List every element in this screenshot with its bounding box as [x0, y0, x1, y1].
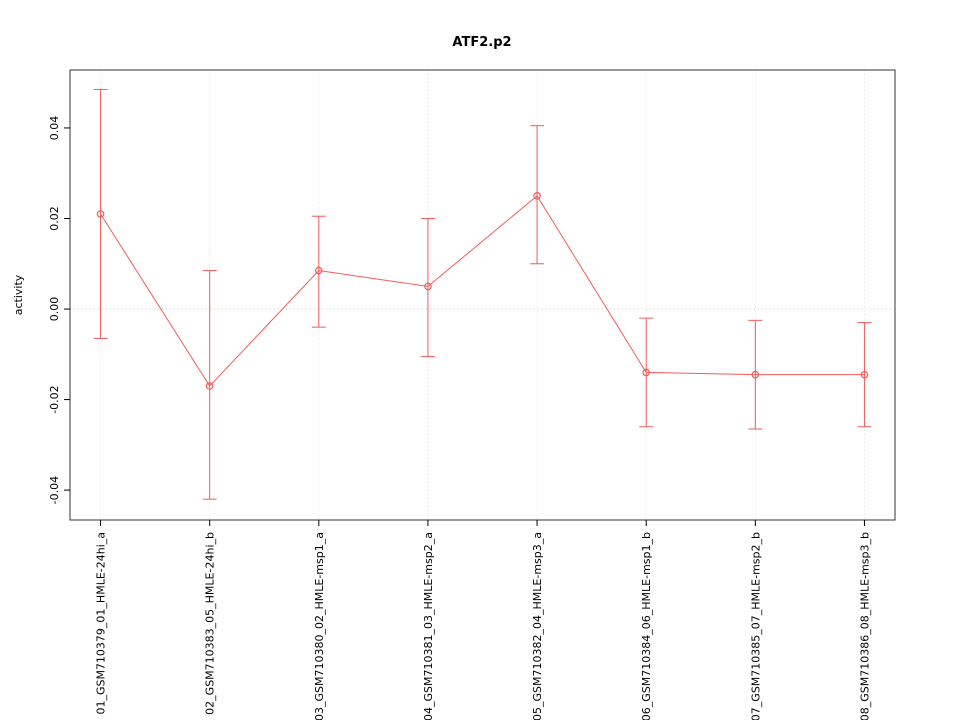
x-tick-label: 06_GSM710384_06_HMLE-msp1_b — [640, 532, 653, 720]
x-tick-label: 01_GSM710379_01_HMLE-24hi_a — [95, 532, 108, 715]
x-tick-label: 02_GSM710383_05_HMLE-24hi_b — [204, 532, 217, 715]
y-tick-label: -0.02 — [48, 385, 61, 413]
series-line — [100, 195, 865, 387]
chart-title: ATF2.p2 — [452, 35, 511, 50]
data-point — [315, 266, 323, 275]
error-bars — [93, 88, 872, 500]
x-tick-label: 08_GSM710386_08_HMLE-msp3_b — [858, 532, 871, 720]
data-point — [642, 368, 650, 377]
y-tick-label: 0.04 — [48, 116, 61, 141]
y-axis-label: activity — [12, 274, 25, 315]
data-point — [205, 382, 214, 390]
y-tick-label: -0.04 — [48, 476, 61, 504]
data-point — [533, 192, 541, 200]
data-point — [860, 370, 869, 379]
data-point — [751, 370, 760, 379]
x-tick-label: 04_GSM710381_03_HMLE-msp2_a — [422, 532, 435, 720]
y-tick-label: 0.02 — [48, 206, 61, 231]
chart-layers: -0.04 -0.02 0.00 0.02 0.04 01_GSM710379_01_HM… — [48, 69, 896, 720]
x-tick-label: 05_GSM710382_04_HMLE-msp3_a — [531, 532, 544, 720]
y-axis: -0.04 -0.02 0.00 0.02 0.04 — [48, 116, 70, 504]
x-tick-label: 03_GSM710380_02_HMLE-msp1_a — [313, 532, 326, 720]
x-tick-label: 07_GSM710385_07_HMLE-msp2_b — [749, 532, 762, 720]
x-gridlines — [100, 70, 865, 520]
data-point — [424, 282, 432, 291]
x-axis: 01_GSM710379_01_HMLE-24hi_a 02_GSM710383_… — [95, 520, 871, 720]
data-point — [96, 210, 105, 218]
data-points — [96, 192, 869, 390]
plot-box — [69, 69, 896, 521]
y-tick-label: 0.00 — [48, 297, 61, 322]
